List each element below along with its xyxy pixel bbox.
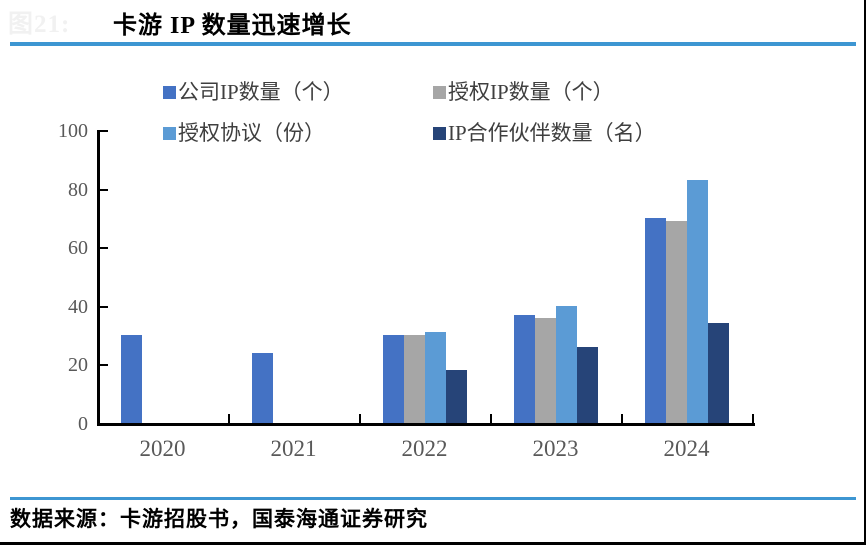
- x-tick-mark: [621, 414, 623, 423]
- x-tick-mark: [490, 414, 492, 423]
- bar-2023-series3: [555, 305, 577, 423]
- y-tick-label: 0: [78, 413, 88, 435]
- legend-swatch-license-agreements: [163, 127, 176, 140]
- y-tick-mark: [97, 305, 108, 308]
- data-source-note: 数据来源：卡游招股书，国泰海通证券研究: [10, 507, 428, 531]
- x-tick-mark: [359, 414, 361, 423]
- divider-top: [10, 42, 856, 46]
- bar-2022-series4: [445, 370, 467, 423]
- y-tick-label: 100: [58, 120, 88, 142]
- y-tick-mark: [97, 364, 108, 367]
- legend-label-ip-partners: IP合作伙伴数量（名）: [448, 121, 656, 145]
- y-axis-line: [97, 130, 100, 426]
- y-tick-mark: [97, 188, 108, 191]
- legend-label-license-agreements: 授权协议（份）: [178, 121, 325, 145]
- x-tick-label: 2022: [401, 436, 448, 461]
- legend-label-company-ip: 公司IP数量（个）: [178, 80, 344, 104]
- x-tick-label: 2020: [139, 436, 186, 461]
- legend-item-ip-partners: IP合作伙伴数量（名）: [433, 117, 656, 147]
- legend-item-license-agreements: 授权协议（份）: [163, 117, 325, 147]
- divider-bottom: [10, 497, 856, 500]
- bar-2020-series1: [120, 335, 142, 423]
- bar-2021-series1: [251, 352, 273, 423]
- legend-swatch-licensed-ip: [433, 86, 446, 99]
- y-tick-label: 60: [68, 237, 88, 260]
- x-tick-label: 2021: [270, 436, 317, 461]
- y-tick-label: 20: [68, 354, 88, 377]
- bar-2022-series3: [424, 332, 446, 423]
- bar-2024-series4: [707, 323, 729, 423]
- y-tick-label: 80: [68, 178, 88, 201]
- bar-2024-series3: [686, 179, 708, 423]
- bar-2022-series2: [403, 335, 425, 423]
- y-tick-label: 40: [68, 295, 88, 318]
- x-axis-line: [97, 423, 755, 426]
- x-tick-label: 2024: [663, 436, 710, 461]
- y-tick-mark: [97, 130, 108, 132]
- y-tick-mark: [97, 247, 108, 250]
- legend-label-licensed-ip: 授权IP数量（个）: [448, 80, 614, 104]
- bar-2023-series2: [534, 317, 556, 423]
- legend-swatch-ip-partners: [433, 127, 446, 140]
- chart-title: 卡游 IP 数量迅速增长: [113, 13, 352, 39]
- legend-item-company-ip: 公司IP数量（个）: [163, 76, 344, 106]
- bar-2022-series1: [382, 335, 404, 423]
- bar-2024-series1: [644, 217, 666, 423]
- bar-2023-series4: [576, 346, 598, 423]
- bar-2023-series1: [513, 314, 535, 423]
- legend-item-licensed-ip: 授权IP数量（个）: [433, 76, 614, 106]
- figure-label: 图21:: [8, 11, 71, 38]
- x-tick-mark: [228, 414, 230, 423]
- legend-swatch-company-ip: [163, 86, 176, 99]
- x-tick-mark: [752, 414, 754, 423]
- bar-2024-series2: [665, 220, 687, 423]
- x-tick-label: 2023: [532, 436, 579, 461]
